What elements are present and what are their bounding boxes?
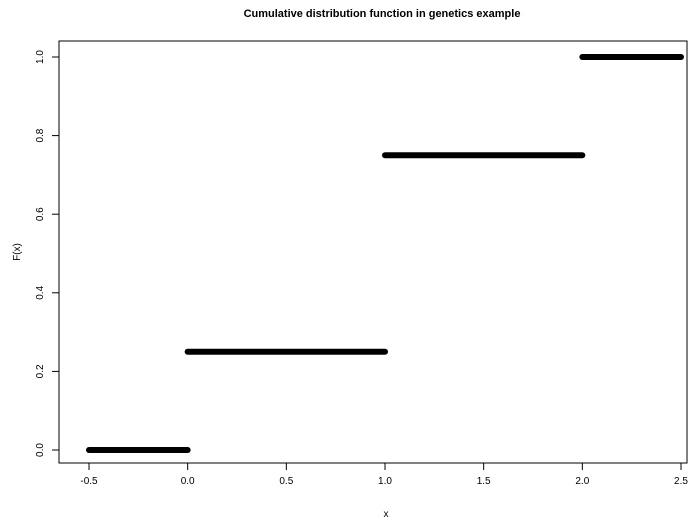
x-tick-label: 0.5 (279, 476, 293, 487)
x-tick-label: 2.5 (674, 476, 688, 487)
x-axis: -0.5 0.0 0.5 1.0 1.5 2.0 2.5 (80, 463, 688, 487)
y-tick-label: 0.8 (35, 128, 46, 142)
y-tick-label: 0.0 (35, 443, 46, 457)
x-tick-label: -0.5 (80, 476, 98, 487)
y-axis: 0.0 0.2 0.4 0.6 0.8 1.0 (35, 50, 59, 457)
step-segments (86, 54, 684, 453)
x-tick-label: 2.0 (575, 476, 589, 487)
x-tick-label: 1.5 (477, 476, 491, 487)
y-axis-label: F(x) (12, 243, 23, 261)
x-axis-label: x (384, 509, 389, 520)
y-tick-label: 0.4 (35, 285, 46, 299)
x-tick-label: 1.0 (378, 476, 392, 487)
y-tick-label: 1.0 (35, 50, 46, 64)
y-tick-label: 0.2 (35, 364, 46, 378)
y-tick-label: 0.6 (35, 207, 46, 221)
chart-title: Cumulative distribution function in gene… (244, 8, 521, 20)
x-tick-label: 0.0 (181, 476, 195, 487)
plot-frame (58, 40, 688, 464)
